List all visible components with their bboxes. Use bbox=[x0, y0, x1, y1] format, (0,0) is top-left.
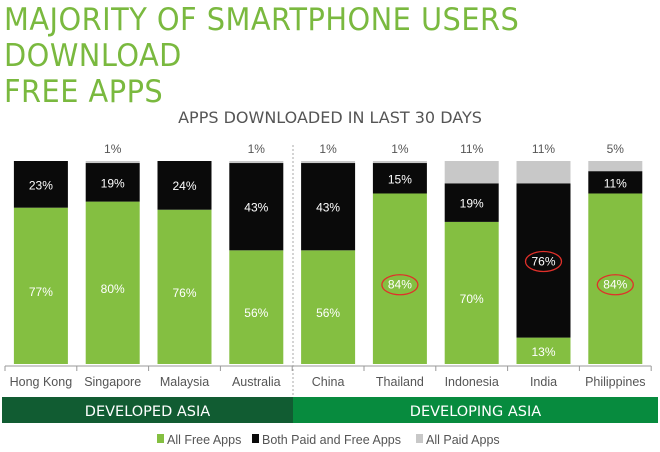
category-label: India bbox=[530, 375, 557, 389]
highlight-circle bbox=[596, 274, 634, 296]
data-label: 11% bbox=[532, 142, 555, 156]
group-label: DEVELOPING ASIA bbox=[410, 404, 541, 420]
legend-label: Both Paid and Free Apps bbox=[262, 433, 401, 447]
bar-both-paid-and-free-apps bbox=[588, 171, 643, 194]
category-label: Hong Kong bbox=[10, 375, 73, 389]
legend-swatch bbox=[416, 434, 423, 443]
legend-swatch bbox=[252, 434, 259, 443]
data-label: 1% bbox=[104, 142, 122, 156]
bar-all-paid-apps bbox=[588, 161, 643, 172]
bar-all-free-apps bbox=[85, 201, 140, 364]
bar-both-paid-and-free-apps bbox=[372, 163, 427, 194]
bar-both-paid-and-free-apps bbox=[13, 161, 68, 208]
data-label: 5% bbox=[607, 142, 625, 156]
legend-label: All Free Apps bbox=[167, 433, 241, 447]
data-label: 43% bbox=[244, 201, 268, 215]
slide-title: MAJORITY OF SMARTPHONE USERS DOWNLOAD FR… bbox=[4, 2, 614, 110]
legend-label: All Paid Apps bbox=[426, 433, 500, 447]
data-label: 56% bbox=[316, 306, 340, 320]
data-label: 1% bbox=[391, 142, 409, 156]
data-label: 15% bbox=[388, 172, 412, 186]
data-label: 56% bbox=[244, 306, 268, 320]
data-label: 77% bbox=[29, 285, 53, 299]
data-label: 24% bbox=[172, 179, 196, 193]
data-label: 84% bbox=[388, 278, 412, 292]
data-label: 1% bbox=[248, 142, 266, 156]
data-label: 11% bbox=[460, 142, 483, 156]
bar-all-paid-apps bbox=[516, 161, 571, 184]
category-label: Thailand bbox=[376, 375, 424, 389]
data-label: 76% bbox=[531, 254, 555, 268]
highlight-circle bbox=[381, 274, 419, 296]
bar-all-free-apps bbox=[444, 221, 499, 364]
bar-all-paid-apps bbox=[301, 161, 356, 164]
bar-both-paid-and-free-apps bbox=[85, 163, 140, 202]
bar-both-paid-and-free-apps bbox=[229, 163, 284, 251]
group-banner bbox=[293, 397, 658, 423]
category-label: China bbox=[312, 375, 345, 389]
chart-title: APPS DOWNLOADED IN LAST 30 DAYS bbox=[178, 108, 482, 127]
bar-all-free-apps bbox=[157, 209, 212, 364]
bar-both-paid-and-free-apps bbox=[444, 183, 499, 222]
category-label: Malaysia bbox=[160, 375, 209, 389]
category-label: Indonesia bbox=[445, 375, 499, 389]
category-label: Singapore bbox=[84, 375, 141, 389]
bar-all-free-apps bbox=[301, 250, 356, 364]
bar-all-paid-apps bbox=[372, 161, 427, 164]
category-label: Australia bbox=[232, 375, 281, 389]
data-label: 84% bbox=[603, 278, 627, 292]
category-label: Philippines bbox=[585, 375, 645, 389]
data-label: 1% bbox=[319, 142, 337, 156]
bar-all-free-apps bbox=[588, 193, 643, 364]
data-label: 19% bbox=[101, 176, 125, 190]
title-line-1: MAJORITY OF SMARTPHONE USERS DOWNLOAD bbox=[4, 2, 520, 74]
data-label: 70% bbox=[460, 292, 484, 306]
bar-all-paid-apps bbox=[85, 161, 140, 164]
group-banner bbox=[2, 397, 293, 423]
data-label: 76% bbox=[172, 286, 196, 300]
data-label: 11% bbox=[604, 176, 627, 190]
bar-all-paid-apps bbox=[444, 161, 499, 184]
bar-all-paid-apps bbox=[229, 161, 284, 164]
bar-all-free-apps bbox=[229, 250, 284, 364]
data-label: 80% bbox=[101, 282, 125, 296]
bar-all-free-apps bbox=[372, 193, 427, 364]
bar-both-paid-and-free-apps bbox=[157, 161, 212, 210]
group-label: DEVELOPED ASIA bbox=[85, 404, 210, 420]
data-label: 43% bbox=[316, 201, 340, 215]
title-line-2: FREE APPS bbox=[4, 74, 164, 110]
data-label: 13% bbox=[531, 345, 555, 359]
bar-all-free-apps bbox=[516, 337, 571, 364]
data-label: 23% bbox=[29, 178, 53, 192]
highlight-circle bbox=[524, 250, 563, 273]
legend-swatch bbox=[157, 434, 164, 443]
data-label: 19% bbox=[460, 197, 484, 211]
bar-all-free-apps bbox=[13, 207, 68, 364]
bar-both-paid-and-free-apps bbox=[301, 163, 356, 251]
